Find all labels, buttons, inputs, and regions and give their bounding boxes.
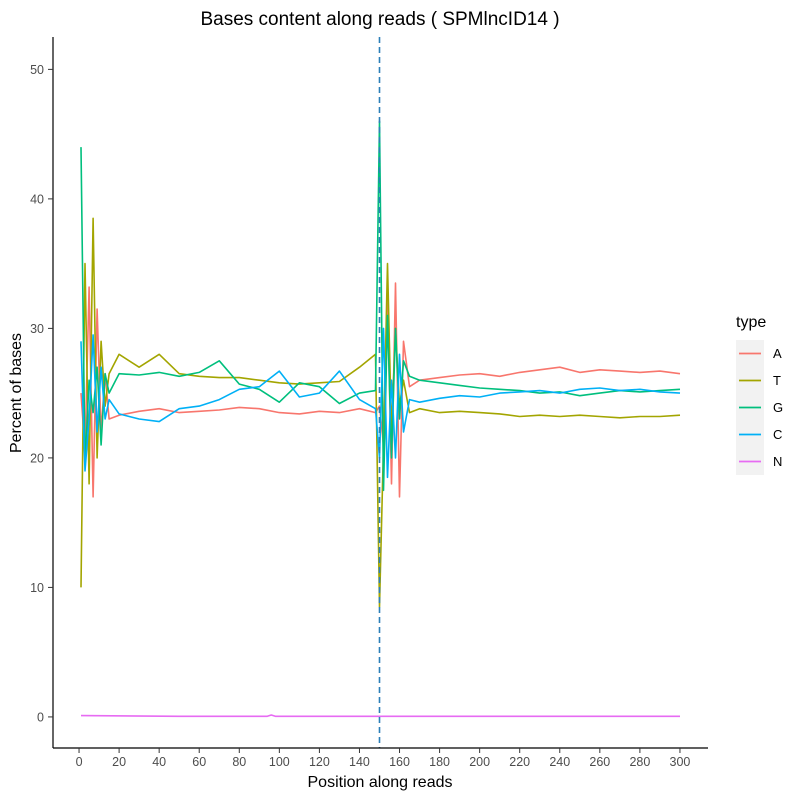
legend-label-a: A (773, 346, 782, 361)
x-axis-label: Position along reads (308, 774, 453, 791)
x-tick-label: 160 (389, 755, 410, 769)
plot-area: 0 20 40 60 80 100 120 140 160 180 200 220 240 260 280 3… (30, 37, 708, 769)
legend-label-g: G (773, 400, 783, 415)
series-layer (80, 120, 681, 718)
x-tick-label: 200 (469, 755, 490, 769)
x-tick-label: 300 (670, 755, 691, 769)
x-tick-label: 280 (629, 755, 650, 769)
x-tick-label: 100 (269, 755, 290, 769)
y-tick-label: 30 (30, 322, 44, 336)
y-tick-label: 50 (30, 63, 44, 77)
x-tick-label: 260 (589, 755, 610, 769)
legend-title: type (736, 314, 766, 331)
series-line-g (80, 120, 681, 492)
y-tick-label: 40 (30, 192, 44, 206)
x-tick-label: 180 (429, 755, 450, 769)
x-tick-label: 140 (349, 755, 370, 769)
legend-label-n: N (773, 454, 782, 469)
series-line-t (80, 217, 681, 608)
x-tick-label: 120 (309, 755, 330, 769)
x-tick-label: 0 (76, 755, 83, 769)
axis-layer: 0 20 40 60 80 100 120 140 160 180 200 220 240 260 280 3… (30, 37, 708, 769)
y-tick-label: 10 (30, 581, 44, 595)
y-tick-label: 20 (30, 451, 44, 465)
chart-title: Bases content along reads ( SPMlncID14 ) (200, 9, 559, 30)
y-tick-label: 0 (37, 710, 44, 724)
legend-label-c: C (773, 427, 782, 442)
series-line-a (80, 282, 681, 498)
series-line-c (80, 327, 681, 479)
series-line-n (80, 714, 680, 718)
x-tick-label: 60 (192, 755, 206, 769)
y-axis-label: Percent of bases (8, 333, 25, 453)
x-tick-label: 40 (152, 755, 166, 769)
x-tick-label: 220 (509, 755, 530, 769)
x-tick-label: 240 (549, 755, 570, 769)
x-tick-label: 20 (112, 755, 126, 769)
legend-label-t: T (773, 373, 781, 388)
x-tick-label: 80 (232, 755, 246, 769)
